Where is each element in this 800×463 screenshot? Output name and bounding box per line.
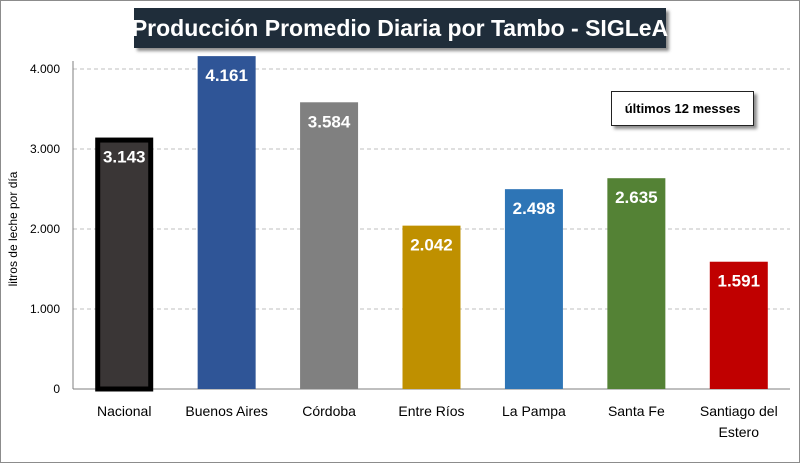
period-note: últimos 12 messes bbox=[624, 101, 741, 116]
bar-value-label: 2.042 bbox=[410, 236, 453, 255]
bar bbox=[607, 178, 666, 389]
y-tick-label: 3.000 bbox=[30, 142, 60, 156]
x-tick-label: Buenos Aires bbox=[185, 403, 268, 419]
chart-title: Producción Promedio Diaria por Tambo - S… bbox=[131, 14, 669, 41]
bar-value-label: 4.161 bbox=[205, 66, 248, 85]
y-axis-label: litros de leche por día bbox=[6, 171, 20, 286]
bar-value-label: 3.584 bbox=[308, 112, 351, 131]
x-tick-label: Santiago del bbox=[700, 403, 778, 419]
period-note-box: últimos 12 messes bbox=[611, 91, 754, 126]
x-tick-label: Entre Ríos bbox=[398, 403, 464, 419]
bar-value-label: 2.498 bbox=[513, 199, 556, 218]
bar bbox=[504, 189, 563, 389]
bar bbox=[709, 261, 768, 389]
y-tick-label: 1.000 bbox=[30, 302, 60, 316]
y-tick-label: 4.000 bbox=[30, 62, 60, 76]
bar bbox=[197, 56, 256, 390]
x-tick-label: Estero bbox=[719, 424, 760, 440]
bar-value-label: 3.143 bbox=[103, 148, 146, 167]
bar bbox=[402, 225, 461, 389]
bar bbox=[95, 137, 154, 392]
x-tick-label: La Pampa bbox=[502, 403, 566, 419]
x-tick-label: Santa Fe bbox=[608, 403, 665, 419]
bar-value-label: 1.591 bbox=[718, 272, 761, 291]
chart-title-box: Producción Promedio Diaria por Tambo - S… bbox=[131, 8, 669, 48]
y-tick-label: 2.000 bbox=[30, 222, 60, 236]
x-tick-label: Córdoba bbox=[302, 403, 356, 419]
bar bbox=[300, 102, 359, 389]
x-tick-label: Nacional bbox=[97, 403, 151, 419]
y-tick-label: 0 bbox=[53, 382, 60, 396]
bar-value-label: 2.635 bbox=[615, 188, 658, 207]
